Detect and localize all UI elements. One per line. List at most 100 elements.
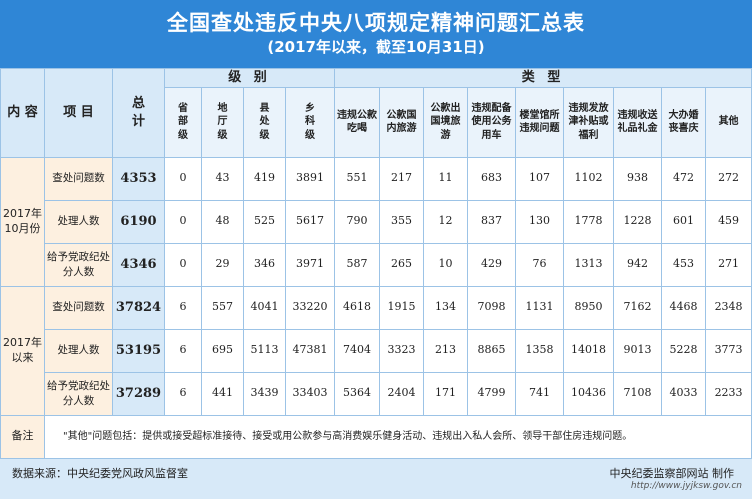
table-cell: 3773	[705, 328, 752, 373]
table-cell: 272	[705, 156, 752, 201]
table-cell: 130	[515, 199, 565, 244]
row-item-label: 处理人数	[44, 328, 113, 373]
table-cell: 217	[379, 156, 425, 201]
table-cell: 587	[334, 242, 381, 287]
header-level-2: 县处级	[243, 86, 286, 158]
table-cell: 29	[201, 242, 244, 287]
table-cell: 790	[334, 199, 381, 244]
table-cell: 4799	[467, 371, 517, 416]
table-cell: 8950	[563, 285, 615, 330]
header-type-label: 违规公款吃喝	[337, 109, 378, 135]
table-cell: 1131	[515, 285, 565, 330]
table-cell: 265	[379, 242, 425, 287]
table-cell: 741	[515, 371, 565, 416]
table-cell: 33220	[284, 285, 336, 330]
table-row: 2017年10月份 查处问题数 4353 0 43 419 3891 551 217 11 683 1…	[0, 156, 752, 287]
table-cell: 2348	[705, 285, 752, 330]
row-total: 4346	[112, 242, 165, 287]
header-level-label: 乡科级	[305, 102, 316, 141]
header-type-0: 违规公款吃喝	[334, 86, 381, 158]
table-cell: 1358	[515, 328, 565, 373]
table-row: 处理人数 6190 0 48 525 5617 790 355 12 837 130 1778 1228…	[1, 199, 752, 244]
table-cell: 695	[201, 328, 244, 373]
table-cell: 419	[243, 156, 286, 201]
table-cell: 942	[613, 242, 663, 287]
header-type-label: 公款出国境旅游	[430, 102, 461, 141]
table-cell: 525	[243, 199, 286, 244]
table-cell: 429	[467, 242, 517, 287]
header-type-8: 其他	[705, 86, 752, 158]
table-cell: 472	[661, 156, 707, 201]
period-text: 2017年10月份	[3, 206, 42, 235]
table-cell: 4041	[243, 285, 286, 330]
header-level-group: 级 别	[163, 68, 336, 88]
table-cell: 551	[334, 156, 381, 201]
table-cell: 7108	[613, 371, 663, 416]
table-cell: 5113	[243, 328, 286, 373]
table-cell: 3971	[284, 242, 336, 287]
table-cell: 2404	[379, 371, 425, 416]
table-cell: 5617	[284, 199, 336, 244]
table-cell: 3439	[243, 371, 286, 416]
table-cell: 10	[423, 242, 469, 287]
table-cell: 938	[613, 156, 663, 201]
table-cell: 107	[515, 156, 565, 201]
table-cell: 346	[243, 242, 286, 287]
header-type-7: 大办婚丧喜庆	[661, 86, 707, 158]
header-type-label: 其他	[718, 116, 739, 128]
header-type-label: 公款国内旅游	[386, 109, 417, 135]
header-content: 内 容	[0, 68, 45, 158]
table-cell: 43	[201, 156, 244, 201]
header-level-label: 省部级	[178, 102, 188, 141]
table-cell: 4618	[334, 285, 381, 330]
credit: 中央纪委监察部网站 制作	[609, 467, 735, 480]
table-cell: 5364	[334, 371, 381, 416]
row-total: 37289	[112, 371, 165, 416]
header-type-5: 违规发放津补贴或福利	[563, 86, 615, 158]
table-cell: 557	[201, 285, 244, 330]
note-text: "其他"问题包括：提供或接受超标准接待、接受或用公款参与高消费娱乐健身活动、违规…	[43, 414, 752, 459]
table-cell: 4468	[661, 285, 707, 330]
header-type-3: 违规配备使用公务用车	[467, 86, 517, 158]
header-type-label: 违规配备使用公务用车	[471, 102, 512, 141]
row-item-label: 给予党政纪处分人数	[44, 242, 113, 287]
title-banner: 全国查处违反中央八项规定精神问题汇总表 (2017年以来，截至10月31日)	[0, 0, 752, 68]
table-cell: 134	[423, 285, 469, 330]
header-item: 项 目	[44, 68, 113, 158]
header-level-label: 县处级	[259, 102, 270, 141]
table-cell: 0	[164, 199, 202, 244]
table-cell: 3323	[379, 328, 425, 373]
table-cell: 1102	[563, 156, 615, 201]
table-cell: 11	[423, 156, 469, 201]
table-cell: 0	[164, 156, 202, 201]
table-cell: 1778	[563, 199, 615, 244]
table-cell: 12	[423, 199, 469, 244]
table-cell: 8865	[467, 328, 517, 373]
table-cell: 0	[164, 242, 202, 287]
table-cell: 601	[661, 199, 707, 244]
table-cell: 2233	[705, 371, 752, 416]
table-row: 2017年以来 查处问题数 37824 6 557 4041 33220 4618 1915 13…	[0, 285, 752, 416]
period-text: 2017年以来	[3, 335, 42, 364]
table-cell: 3891	[284, 156, 336, 201]
note-label: 备注	[0, 414, 45, 459]
header-type-label: 违规收送礼品礼金	[617, 109, 658, 135]
watermark: http://www.jyjksw.gov.cn	[630, 481, 742, 491]
page-title: 全国查处违反中央八项规定精神问题汇总表	[167, 11, 585, 35]
summary-table: 内 容 项 目 总计 级 别 类 型 省部级 地厅级 县处级 乡科级 违规公款吃喝 公款国…	[0, 68, 752, 459]
table-row: 处理人数 53195 6 695 5113 47381 7404 3323 213 8865 135…	[1, 328, 752, 373]
row-item-label: 处理人数	[44, 199, 113, 244]
period-label: 2017年10月份	[0, 156, 45, 287]
table-cell: 33403	[284, 371, 336, 416]
table-cell: 5228	[661, 328, 707, 373]
header-level-label: 地厅级	[217, 102, 228, 141]
header-type-4: 楼堂馆所违规问题	[515, 86, 565, 158]
table-cell: 1313	[563, 242, 615, 287]
row-total: 37824	[112, 285, 165, 330]
table-cell: 6	[164, 371, 202, 416]
header-level-0: 省部级	[164, 86, 202, 158]
table-cell: 213	[423, 328, 469, 373]
table-cell: 9013	[613, 328, 663, 373]
data-source: 数据来源：中央纪委党风政风监督室	[12, 467, 188, 480]
table-cell: 47381	[284, 328, 336, 373]
